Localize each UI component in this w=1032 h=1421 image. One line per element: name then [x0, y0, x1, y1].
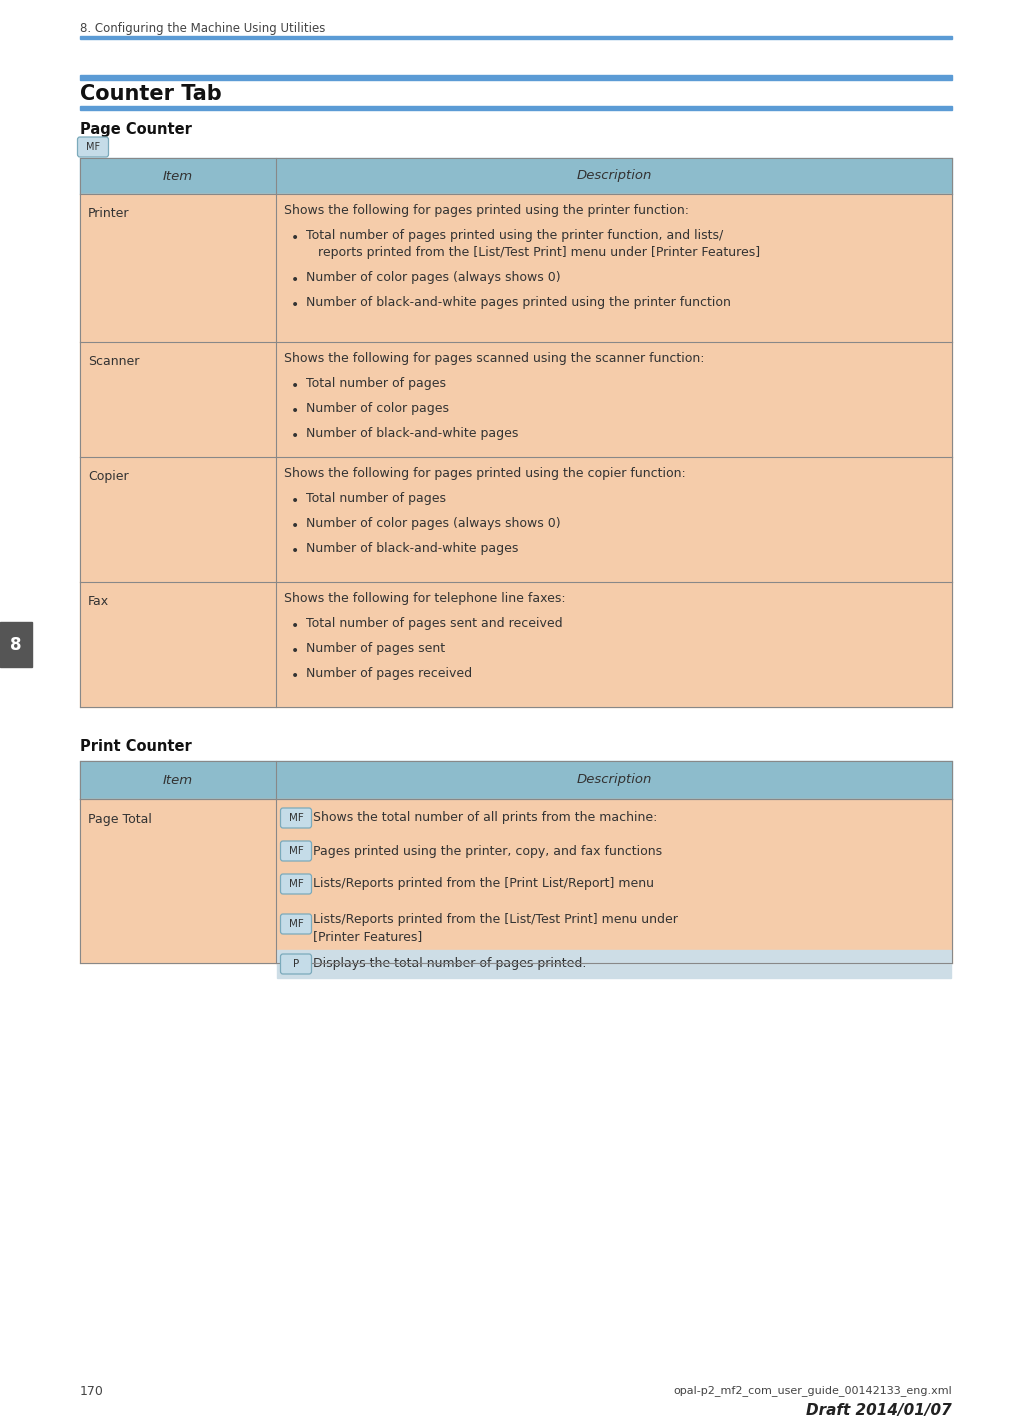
Text: Shows the following for pages printed using the copier function:: Shows the following for pages printed us… [284, 468, 685, 480]
Text: •: • [291, 644, 299, 658]
Text: Lists/Reports printed from the [List/Test Print] menu under: Lists/Reports printed from the [List/Tes… [313, 914, 678, 926]
Text: Description: Description [576, 773, 651, 786]
Text: Fax: Fax [88, 595, 109, 608]
Text: MF: MF [289, 813, 303, 823]
Text: Counter Tab: Counter Tab [80, 84, 222, 104]
Bar [80, 75, 952, 80]
Text: [Printer Features]: [Printer Features] [313, 929, 422, 944]
Text: Print Counter: Print Counter [80, 739, 192, 755]
Text: Lists/Reports printed from the [Print List/Report] menu: Lists/Reports printed from the [Print Li… [313, 878, 654, 891]
Text: Total number of pages: Total number of pages [307, 377, 446, 389]
Text: •: • [290, 918, 297, 931]
Bar [277, 837, 952, 865]
FancyBboxPatch shape [281, 874, 312, 894]
Text: •: • [291, 495, 299, 507]
Text: •: • [290, 878, 297, 891]
Text: Shows the total number of all prints from the machine:: Shows the total number of all prints fro… [313, 811, 657, 824]
Text: Printer: Printer [88, 207, 129, 220]
Bar [80, 107, 952, 109]
Text: •: • [291, 519, 299, 533]
Text: •: • [291, 620, 299, 632]
FancyBboxPatch shape [281, 914, 312, 934]
Text: •: • [291, 404, 299, 418]
Text: Number of color pages (always shows 0): Number of color pages (always shows 0) [307, 517, 560, 530]
Text: Total number of pages sent and received: Total number of pages sent and received [307, 617, 562, 630]
Text: Number of pages received: Number of pages received [307, 666, 472, 681]
Text: Total number of pages printed using the printer function, and lists/: Total number of pages printed using the … [307, 229, 723, 242]
Text: •: • [291, 669, 299, 684]
Bar [277, 951, 952, 978]
Text: Description: Description [576, 169, 651, 182]
Bar [80, 195, 952, 342]
Text: Number of black-and-white pages: Number of black-and-white pages [307, 426, 518, 441]
FancyBboxPatch shape [281, 953, 312, 973]
Text: Displays the total number of pages printed.: Displays the total number of pages print… [313, 958, 586, 971]
Text: Item: Item [163, 169, 193, 182]
Text: Page Total: Page Total [88, 813, 152, 826]
Bar [80, 36, 952, 38]
Text: Draft 2014/01/07: Draft 2014/01/07 [806, 1403, 952, 1418]
Bar [0, 622, 32, 666]
Text: •: • [291, 298, 299, 313]
Text: •: • [291, 544, 299, 558]
Text: Total number of pages: Total number of pages [307, 492, 446, 504]
Text: MF: MF [289, 880, 303, 890]
Text: MF: MF [86, 142, 100, 152]
Text: reports printed from the [List/Test Print] menu under [Printer Features]: reports printed from the [List/Test Prin… [318, 246, 761, 259]
Bar [80, 583, 952, 708]
Text: 8. Configuring the Machine Using Utilities: 8. Configuring the Machine Using Utiliti… [80, 21, 325, 36]
Text: •: • [291, 232, 299, 244]
Bar [80, 342, 952, 458]
Text: Number of color pages (always shows 0): Number of color pages (always shows 0) [307, 271, 560, 284]
Text: •: • [291, 429, 299, 443]
Text: Scanner: Scanner [88, 355, 139, 368]
Text: •: • [291, 273, 299, 287]
Text: •: • [290, 844, 297, 857]
Text: Number of black-and-white pages: Number of black-and-white pages [307, 541, 518, 556]
Text: Copier: Copier [88, 470, 129, 483]
Text: Number of pages sent: Number of pages sent [307, 642, 445, 655]
Text: Shows the following for pages printed using the printer function:: Shows the following for pages printed us… [284, 205, 689, 217]
Text: MF: MF [289, 845, 303, 855]
Bar [277, 870, 952, 898]
Text: opal-p2_mf2_com_user_guide_00142133_eng.xml: opal-p2_mf2_com_user_guide_00142133_eng.… [673, 1385, 952, 1395]
FancyBboxPatch shape [281, 809, 312, 828]
Bar [80, 158, 952, 195]
Text: Shows the following for pages scanned using the scanner function:: Shows the following for pages scanned us… [284, 352, 705, 365]
Text: 8: 8 [10, 635, 22, 654]
Text: •: • [291, 379, 299, 394]
Bar [80, 762, 952, 799]
Bar [80, 458, 952, 583]
Bar [80, 799, 952, 963]
FancyBboxPatch shape [77, 136, 108, 156]
Text: Number of color pages: Number of color pages [307, 402, 449, 415]
Text: Item: Item [163, 773, 193, 786]
Text: Pages printed using the printer, copy, and fax functions: Pages printed using the printer, copy, a… [313, 844, 663, 857]
FancyBboxPatch shape [281, 841, 312, 861]
Bar [277, 902, 952, 945]
Text: Shows the following for telephone line faxes:: Shows the following for telephone line f… [284, 593, 566, 605]
Text: Page Counter: Page Counter [80, 122, 192, 136]
Text: P: P [293, 959, 299, 969]
Bar [277, 804, 952, 833]
Text: Number of black-and-white pages printed using the printer function: Number of black-and-white pages printed … [307, 296, 731, 308]
Text: MF: MF [289, 919, 303, 929]
Text: 170: 170 [80, 1385, 104, 1398]
